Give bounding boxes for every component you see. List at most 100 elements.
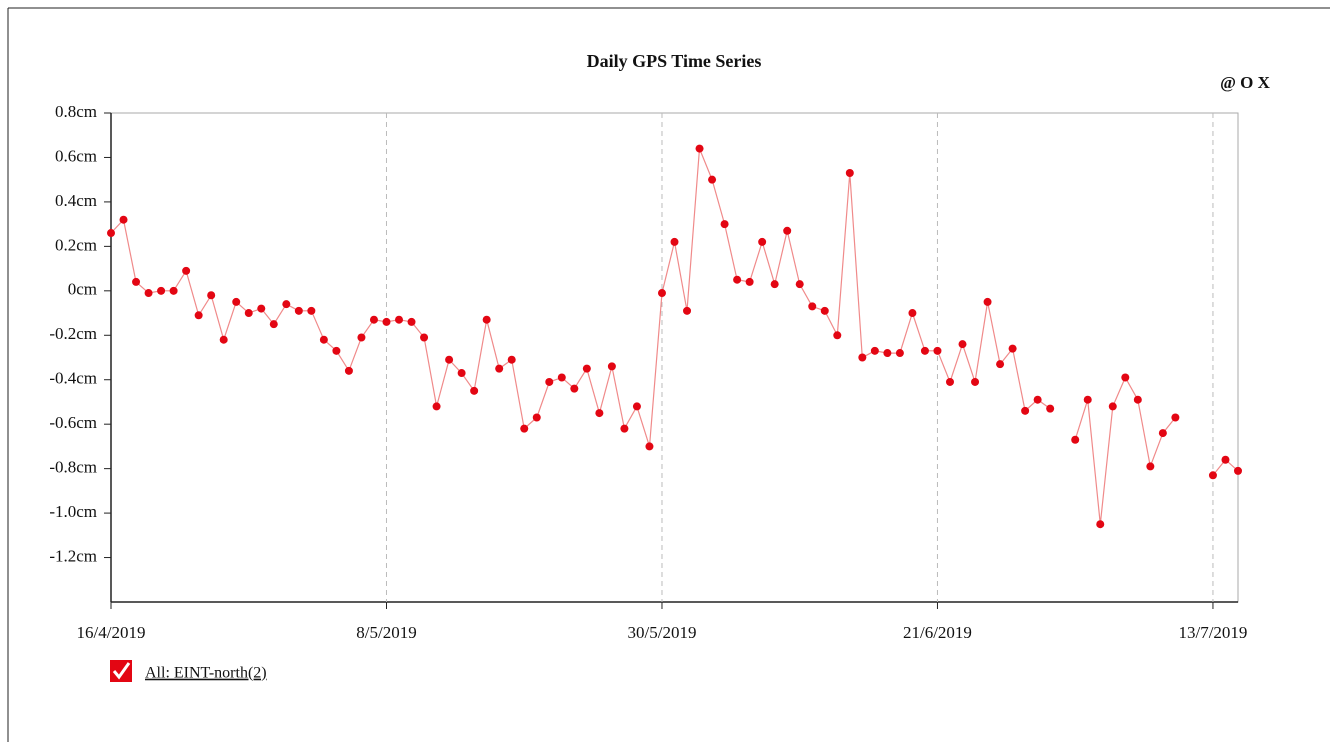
data-point <box>445 355 454 364</box>
data-point <box>720 220 729 229</box>
data-point <box>107 229 115 238</box>
data-point <box>1008 344 1017 353</box>
series-line <box>110 148 1239 525</box>
data-point <box>920 346 929 355</box>
data-point <box>382 317 391 326</box>
data-point <box>983 297 992 306</box>
x-tick-label: 13/7/2019 <box>1178 623 1247 642</box>
data-point <box>532 413 541 422</box>
data-point <box>1096 520 1105 529</box>
data-point <box>357 333 366 342</box>
data-point <box>319 335 328 344</box>
data-point <box>795 280 804 289</box>
toolbar[interactable]: @ O X <box>1220 73 1271 92</box>
data-point <box>219 335 228 344</box>
data-point <box>933 346 942 355</box>
data-point <box>344 366 353 375</box>
data-point <box>507 355 516 364</box>
data-point <box>758 237 767 246</box>
data-point <box>708 175 717 184</box>
data-point <box>870 346 879 355</box>
data-point <box>683 306 692 315</box>
data-point <box>520 424 529 433</box>
data-point <box>257 304 266 313</box>
data-point <box>420 333 429 342</box>
y-tick-label: 0.2cm <box>55 235 97 254</box>
y-tick-label: 0.4cm <box>55 191 97 210</box>
x-tick-label: 21/6/2019 <box>903 623 972 642</box>
data-point <box>657 289 666 298</box>
data-point <box>1121 373 1130 382</box>
data-point <box>996 360 1005 369</box>
y-tick-label: -0.6cm <box>49 413 97 432</box>
data-point <box>1021 406 1030 415</box>
data-point <box>1171 413 1180 422</box>
data-point <box>908 309 917 318</box>
data-point <box>895 349 904 358</box>
data-point <box>808 302 817 311</box>
data-point <box>733 275 742 284</box>
data-point <box>1071 435 1080 444</box>
data-point <box>457 369 466 378</box>
data-point <box>232 297 241 306</box>
data-point <box>432 402 441 411</box>
data-point <box>632 402 641 411</box>
data-point <box>144 289 153 298</box>
data-point <box>945 377 954 386</box>
data-point <box>157 286 166 295</box>
data-point <box>607 362 616 371</box>
data-point <box>557 373 566 382</box>
plot-area <box>110 112 1239 603</box>
data-point <box>132 277 141 286</box>
legend: All: EINT-north(2) <box>110 660 267 682</box>
x-tick-label: 16/4/2019 <box>77 623 146 642</box>
data-point <box>1221 455 1230 464</box>
y-tick-label: -1.0cm <box>49 502 97 521</box>
y-tick-label: -1.2cm <box>49 546 97 565</box>
data-point <box>194 311 203 320</box>
data-point <box>1133 395 1142 404</box>
data-point <box>395 315 404 324</box>
data-point <box>845 169 854 178</box>
data-point <box>745 277 754 286</box>
data-point <box>482 315 491 324</box>
data-point <box>570 384 579 393</box>
data-point <box>858 353 867 362</box>
checkmark <box>112 662 131 680</box>
y-tick-label: 0.8cm <box>55 102 97 121</box>
data-point <box>269 320 278 329</box>
y-tick-label: -0.2cm <box>49 324 97 343</box>
data-point <box>1046 404 1055 413</box>
data-point <box>670 237 679 246</box>
data-point <box>971 377 980 386</box>
data-point <box>620 424 629 433</box>
data-point <box>119 215 128 224</box>
data-point <box>770 280 779 289</box>
data-point <box>695 144 704 153</box>
x-tick-label: 30/5/2019 <box>628 623 697 642</box>
legend-label[interactable]: All: EINT-north(2) <box>145 665 267 682</box>
data-point <box>407 317 416 326</box>
data-point <box>1083 395 1092 404</box>
data-point <box>1158 429 1167 438</box>
data-point <box>833 331 842 340</box>
data-point <box>883 349 892 358</box>
y-tick-label: -0.4cm <box>49 369 97 388</box>
chart-title: Daily GPS Time Series <box>587 51 762 71</box>
data-point <box>1208 471 1217 480</box>
data-point <box>369 315 378 324</box>
data-point <box>783 226 792 235</box>
data-point <box>1234 466 1242 475</box>
data-point <box>1033 395 1042 404</box>
data-point <box>332 346 341 355</box>
data-point <box>545 377 554 386</box>
data-point <box>820 306 829 315</box>
y-tick-label: -0.8cm <box>49 458 97 477</box>
data-point <box>645 442 654 451</box>
y-tick-label: 0cm <box>68 280 97 299</box>
data-point <box>207 291 216 300</box>
data-point <box>595 409 604 418</box>
data-point <box>244 309 253 318</box>
